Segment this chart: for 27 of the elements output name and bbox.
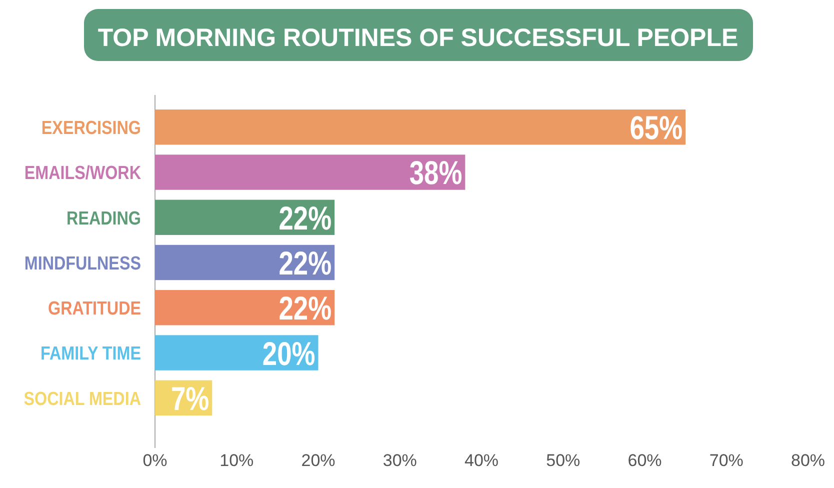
x-tick-label: 20% (301, 451, 336, 470)
chart-title: TOP MORNING ROUTINES OF SUCCESSFUL PEOPLE (98, 24, 738, 52)
x-tick-label: 60% (628, 451, 662, 470)
y-tick-label: FAMILY TIME (40, 342, 142, 364)
bar (155, 154, 466, 190)
data-label: 65% (630, 110, 683, 147)
y-tick-label: EMAILS/WORK (24, 162, 142, 184)
data-label: 22% (278, 200, 332, 238)
data-label: 20% (262, 336, 316, 372)
x-tick-label: 40% (464, 451, 499, 470)
bar (155, 335, 318, 370)
data-label: 38% (409, 156, 462, 192)
data-label: 7% (170, 381, 210, 418)
x-tick-label: 80% (790, 451, 826, 470)
x-tick-label: 10% (220, 451, 254, 470)
data-label: 22% (278, 246, 332, 282)
x-tick-label: 0% (142, 451, 168, 470)
y-tick-label: SOCIAL MEDIA (24, 388, 142, 410)
bar (155, 110, 686, 145)
x-tick-label: 70% (709, 451, 744, 470)
y-tick-label: GRATITUDE (48, 297, 142, 319)
y-tick-label: MINDFULNESS (24, 252, 142, 274)
y-tick-label: EXERCISING (41, 116, 141, 138)
y-tick-label: READING (66, 207, 141, 229)
data-label: 22% (278, 290, 332, 328)
x-tick-label: 30% (382, 451, 417, 470)
x-tick-label: 50% (546, 451, 580, 470)
